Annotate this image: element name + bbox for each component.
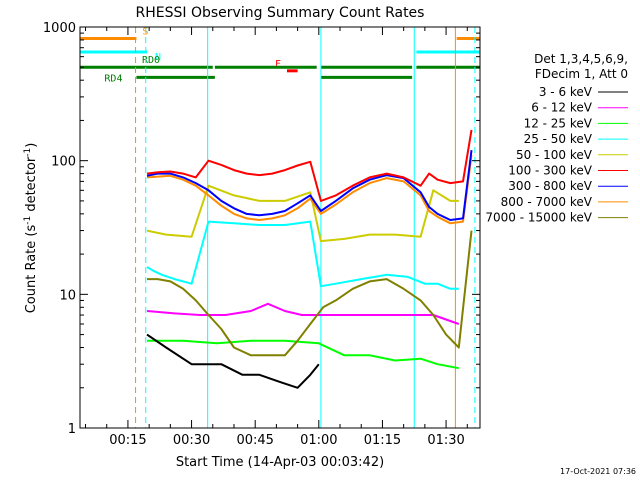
series-line-6-12-kev: [146, 302, 460, 325]
legend-entry-label: 50 - 100 keV: [516, 148, 593, 162]
series-line-25-50-kev: [146, 220, 459, 290]
x-tick-label: 01:15: [364, 433, 401, 448]
mode-label-rd4: RD4: [104, 73, 122, 84]
axis-ticks-layer: 1 10 100 1000 00:15 00:30 00:45 01:00 01:15 01:30: [43, 21, 480, 448]
x-tick-label: 01:30: [427, 433, 464, 448]
series-line-7000-15000-kev: [147, 230, 473, 357]
legend-entry-label: 12 - 25 keV: [524, 116, 593, 130]
y-axis-label-suffix: ): [24, 143, 39, 148]
y-tick-label: 1: [68, 422, 76, 437]
plot-frame: [79, 26, 481, 429]
y-axis-label-exp-1: -1: [23, 216, 33, 225]
series-line-50-100-kev: [146, 184, 459, 243]
legend-header-line-2: FDecim 1, Att 0: [535, 67, 628, 81]
legend-entry-label: 3 - 6 keV: [539, 85, 593, 99]
series-line-3-6-kev: [146, 333, 320, 389]
x-tick-label: 00:15: [109, 433, 146, 448]
x-tick-label: 00:30: [173, 433, 210, 448]
series-line-100-300-kev: [146, 129, 473, 202]
x-tick-label: 01:00: [300, 433, 337, 448]
mode-bars-layer: SNFRD0RD4: [80, 27, 480, 84]
legend-entry-label: 25 - 50 keV: [524, 132, 593, 146]
y-axis-label: Count Rate (s-1 detector-1): [23, 143, 39, 314]
y-tick-label: 1000: [43, 21, 76, 36]
x-tick-label: 00:45: [236, 433, 273, 448]
y-tick-label: 100: [51, 155, 76, 170]
series-line-12-25-kev: [147, 339, 459, 370]
mode-label-rd0: RD0: [142, 55, 160, 66]
y-tick-label: 10: [59, 288, 76, 303]
y-axis-label-mid: detector: [24, 156, 39, 216]
x-axis-label: Start Time (14-Apr-03 00:03:42): [176, 455, 384, 470]
mode-label-n: N: [155, 52, 161, 63]
legend-entry-label: 300 - 800 keV: [508, 179, 592, 193]
series-layer: [146, 129, 473, 389]
footer-timestamp: 17-Oct-2021 07:36: [560, 467, 636, 476]
series-line-800-7000-kev: [146, 154, 473, 225]
chart-title: RHESSI Observing Summary Count Rates: [136, 5, 425, 21]
legend-entry-label: 6 - 12 keV: [531, 101, 593, 115]
legend: Det 1,3,4,5,6,9, FDecim 1, Att 0 3 - 6 k…: [485, 52, 628, 225]
series-line-300-800-kev: [146, 149, 473, 221]
mode-label-f: F: [275, 59, 281, 70]
y-axis-label-prefix: Count Rate (s: [24, 225, 39, 314]
legend-entry-label: 800 - 7000 keV: [501, 195, 593, 209]
y-axis-label-exp-2: -1: [23, 148, 33, 157]
legend-entry-label: 100 - 300 keV: [508, 164, 592, 178]
legend-header-line-1: Det 1,3,4,5,6,9,: [534, 52, 628, 66]
legend-entry-label: 7000 - 15000 keV: [485, 211, 592, 225]
